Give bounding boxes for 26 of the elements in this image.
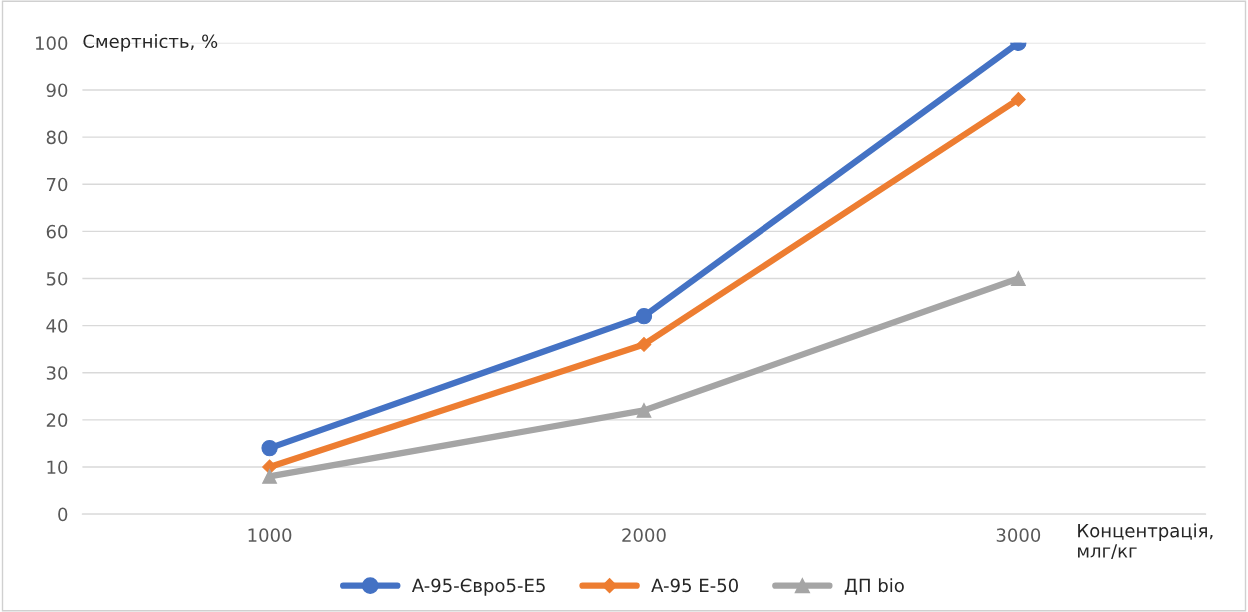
x-tick-label: 2000 [622, 528, 666, 542]
legend-label: A-95-Євро5-E5 [411, 578, 545, 596]
x-tick-label: 1000 [248, 528, 292, 542]
y-tick-label: 100 [36, 36, 68, 50]
y-tick-label: 60 [46, 224, 68, 239]
point [261, 439, 278, 457]
point [636, 337, 652, 352]
y-tick-label: 80 [46, 130, 68, 145]
y-tick-label: 90 [46, 83, 68, 98]
point [262, 468, 278, 484]
point [1010, 271, 1026, 286]
point [635, 308, 653, 325]
y-tick-label: 10 [47, 460, 68, 475]
legend-label: A-95 E-50 [651, 578, 738, 593]
x-axis-title: Концентрація, млг/кг [1078, 523, 1213, 560]
y-tick-label: 50 [46, 271, 68, 286]
y-axis-title: Смертність, % [83, 34, 218, 52]
y-tick-label: 0 [58, 507, 68, 522]
point [1010, 91, 1026, 107]
y-tick-label: 30 [46, 366, 68, 380]
y-tick-label: 70 [46, 177, 68, 192]
point [636, 402, 652, 418]
legend-label: ДП bio [844, 578, 904, 595]
y-tick-label: 40 [46, 319, 68, 333]
x-tick-label: 3000 [996, 528, 1041, 542]
y-tick-label: 20 [46, 413, 68, 427]
